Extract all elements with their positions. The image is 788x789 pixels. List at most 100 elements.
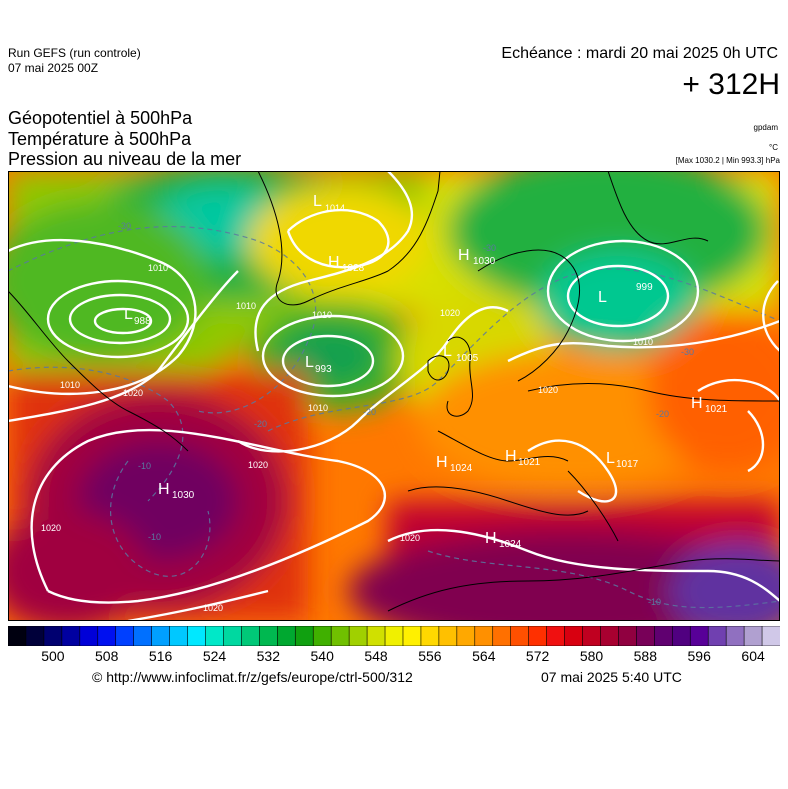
temperature-label: -10 (648, 597, 661, 607)
color-swatch (636, 626, 656, 646)
pressure-center: L (598, 289, 607, 306)
color-scale-labels: 500 508 516 524 532 540 548 556 564 572 580 588 596 6… (8, 648, 780, 666)
color-scale-label: 532 (256, 648, 280, 664)
color-swatch (384, 626, 404, 646)
parameter-pressure: Pression au niveau de la mer (8, 149, 242, 169)
color-scale-bar (8, 626, 780, 646)
color-swatch (205, 626, 225, 646)
color-swatch (600, 626, 620, 646)
color-scale-label: 604 (741, 648, 765, 664)
temperature-contours (8, 226, 780, 609)
isobar-label: 1020 (203, 603, 223, 613)
pressure-center-value: 1021 (705, 404, 728, 415)
unit-geopotential: gpdam (753, 123, 778, 132)
color-swatch (25, 626, 45, 646)
color-swatch (187, 626, 207, 646)
color-swatch (97, 626, 117, 646)
run-date: 07 mai 2025 00Z (8, 61, 99, 75)
isobar-label: 1010 (633, 337, 653, 347)
color-scale-label: 508 (95, 648, 119, 664)
color-swatch (43, 626, 63, 646)
pressure-center-value: 1024 (499, 539, 522, 550)
color-swatch (79, 626, 99, 646)
color-swatch (474, 626, 494, 646)
isobar-label: 1010 (236, 301, 256, 311)
isobar-label: 1020 (41, 523, 61, 533)
color-scale-label: 572 (525, 648, 550, 664)
color-scale-label: 596 (687, 648, 711, 664)
color-scale-label: 500 (41, 648, 65, 664)
color-swatch (402, 626, 422, 646)
pressure-max-min: [Max 1030.2 | Min 993.3] hPa (675, 156, 780, 165)
color-scale-label: 548 (364, 648, 388, 664)
color-swatch (707, 626, 727, 646)
isobar-label: 1010 (60, 380, 80, 390)
isobar-label: 1020 (538, 385, 558, 395)
color-swatch (725, 626, 745, 646)
copyright-source: © http://www.infoclimat.fr/z/gefs/europe… (92, 669, 413, 685)
temperature-label: -20 (254, 419, 267, 429)
color-swatch (438, 626, 458, 646)
isobar-label: 1010 (312, 310, 332, 320)
pressure-center: H (436, 454, 448, 471)
color-scale-label: 588 (633, 648, 657, 664)
pressure-center: H (505, 448, 517, 465)
pressure-center-value: 1005 (456, 353, 479, 364)
color-swatch (241, 626, 261, 646)
pressure-center-value: 988 (134, 316, 151, 327)
coastlines (8, 171, 780, 612)
lead-time: + 312H (682, 68, 780, 101)
color-scale-label: 540 (310, 648, 334, 664)
color-swatch (564, 626, 584, 646)
color-swatch (456, 626, 476, 646)
isobar-label: 1020 (440, 308, 460, 318)
color-scale-label: 556 (418, 648, 442, 664)
pressure-center-value: 999 (636, 282, 653, 293)
temperature-label: -30 (483, 243, 496, 253)
weather-map: L 1014 H 1028 H 1030 L 988 L 993 L 1005 … (8, 171, 780, 621)
color-swatch (761, 626, 780, 646)
pressure-center-value: 1014 (325, 203, 345, 213)
isobar-label: 1020 (248, 460, 268, 470)
pressure-center: L (124, 306, 133, 323)
color-swatch (671, 626, 692, 646)
pressure-center: H (328, 254, 340, 271)
color-swatch (546, 626, 566, 646)
pressure-center: L (313, 193, 322, 210)
color-swatch (115, 626, 135, 646)
generation-time: 07 mai 2025 5:40 UTC (541, 669, 682, 685)
parameter-temperature: Température à 500hPa (8, 129, 192, 149)
run-title: Run GEFS (run controle) (8, 46, 141, 60)
color-swatch (420, 626, 440, 646)
unit-temperature: °C (769, 143, 778, 152)
pressure-center: L (305, 354, 314, 371)
color-swatch (582, 626, 602, 646)
pressure-center-value: 1017 (616, 459, 639, 470)
pressure-center-value: 993 (315, 364, 332, 375)
parameter-geopotential: Géopotentiel à 500hPa (8, 108, 193, 128)
color-swatch (330, 626, 350, 646)
pressure-center-value: 1030 (473, 256, 496, 267)
temperature-label: -10 (138, 461, 151, 471)
color-swatch (743, 626, 763, 646)
color-swatch (259, 626, 279, 646)
pressure-center: H (458, 247, 470, 264)
color-scale-label: 524 (202, 648, 227, 664)
color-swatch (492, 626, 512, 646)
temperature-label: -20 (363, 407, 376, 417)
color-swatch (618, 626, 638, 646)
color-swatch (8, 626, 27, 646)
pressure-center: H (691, 395, 703, 412)
color-swatch (528, 626, 548, 646)
color-swatch (276, 626, 297, 646)
isobar-label: 1020 (123, 388, 143, 398)
color-swatch (366, 626, 386, 646)
color-swatch (61, 626, 81, 646)
temperature-label: -10 (148, 532, 161, 542)
temperature-label: -30 (118, 221, 131, 231)
color-swatch (654, 626, 674, 646)
color-swatch (294, 626, 315, 646)
color-scale-label: 516 (148, 648, 173, 664)
color-swatch (510, 626, 530, 646)
isobar-label: 1020 (400, 533, 420, 543)
